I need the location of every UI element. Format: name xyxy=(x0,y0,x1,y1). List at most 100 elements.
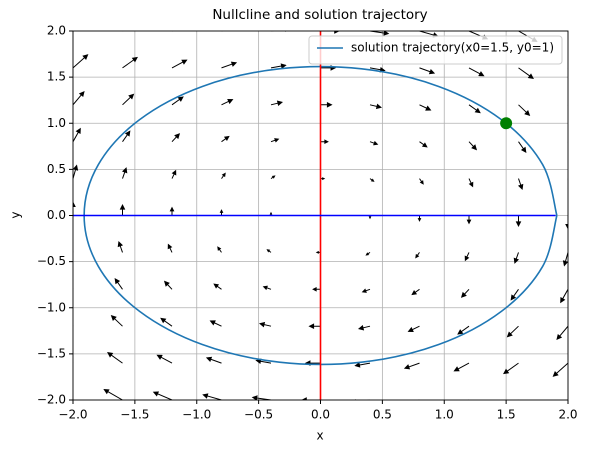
vector-arrow xyxy=(110,315,123,327)
y-tick-label: 0.0 xyxy=(47,208,66,222)
y-tick-label: −1.5 xyxy=(37,346,66,360)
vector-arrow xyxy=(518,141,527,154)
vector-arrow xyxy=(419,67,436,75)
y-tick-label: 1.5 xyxy=(47,70,66,84)
vector-arrow xyxy=(567,67,568,69)
vector-arrow xyxy=(117,240,123,253)
vector-arrow xyxy=(562,252,568,267)
vector-arrow xyxy=(219,209,224,216)
vector-arrow xyxy=(365,251,371,256)
vector-arrow xyxy=(119,203,126,216)
vector-arrow xyxy=(73,54,89,69)
vector-arrow xyxy=(466,215,472,225)
y-tick-label: −2.0 xyxy=(37,393,66,407)
vector-arrow xyxy=(457,325,470,335)
vector-arrow xyxy=(251,395,272,400)
vector-arrow xyxy=(308,323,321,330)
vector-arrow xyxy=(354,399,370,400)
y-tick-label: 2.0 xyxy=(47,24,66,38)
y-tick-label: 1.0 xyxy=(47,116,66,130)
vector-arrow xyxy=(403,362,420,370)
x-tick-label: 0.5 xyxy=(373,408,392,422)
x-tick-label: 1.5 xyxy=(497,408,516,422)
vector-arrow xyxy=(354,362,371,368)
vector-arrow xyxy=(73,201,76,216)
vector-arrow xyxy=(73,31,74,32)
vector-arrow xyxy=(122,130,131,142)
vector-arrow xyxy=(221,98,234,106)
x-tick-label: 2.0 xyxy=(558,408,577,422)
vector-arrow xyxy=(169,206,175,216)
vector-arrow xyxy=(73,90,85,106)
legend-label: solution trajectory(x0=1.5, y0=1) xyxy=(351,41,554,55)
vector-arrow xyxy=(221,31,224,32)
vector-arrow xyxy=(266,249,272,253)
vector-arrow xyxy=(205,356,222,364)
vector-arrow xyxy=(221,135,230,143)
vector-arrow xyxy=(160,317,173,327)
vector-arrow xyxy=(171,133,181,143)
vector-arrow xyxy=(417,399,420,400)
vector-arrow xyxy=(369,140,379,146)
point xyxy=(500,117,513,130)
vector-arrow xyxy=(518,67,534,79)
vector-arrow xyxy=(122,56,138,69)
vector-field xyxy=(73,31,568,400)
vector-arrow xyxy=(221,61,238,69)
vector-arrow xyxy=(213,283,222,290)
vector-arrow xyxy=(270,175,276,180)
vector-arrow xyxy=(156,354,173,364)
vector-arrow xyxy=(122,31,124,32)
vector-arrow xyxy=(567,178,568,189)
vector-arrow xyxy=(152,391,173,400)
vector-arrow xyxy=(468,141,478,151)
vector-arrow xyxy=(415,252,420,259)
vector-arrow xyxy=(419,178,424,185)
vector-arrow xyxy=(262,285,272,291)
vector-arrow xyxy=(209,320,222,327)
vector-arrow xyxy=(369,103,383,110)
vector-arrow xyxy=(468,67,485,77)
vector-arrow xyxy=(171,169,177,179)
vector-arrow xyxy=(163,280,173,290)
vector-arrow xyxy=(171,59,188,69)
x-axis-label: x xyxy=(316,429,323,443)
vector-arrow xyxy=(270,63,287,69)
vector-arrow xyxy=(468,104,481,114)
vector-arrow xyxy=(513,252,519,264)
vector-arrow xyxy=(217,246,222,253)
vector-arrow xyxy=(417,215,422,222)
vector-arrow xyxy=(122,93,135,106)
vector-arrow xyxy=(510,289,519,301)
vector-arrow xyxy=(73,164,79,179)
y-tick-label: 0.5 xyxy=(47,162,66,176)
vector-arrow xyxy=(560,289,568,304)
vector-arrow xyxy=(369,178,375,182)
vector-arrow xyxy=(460,288,470,298)
vector-arrow xyxy=(258,321,272,328)
y-tick-label: −1.0 xyxy=(37,300,66,314)
vector-arrow xyxy=(320,139,329,144)
vector-arrow xyxy=(167,243,173,253)
vector-arrow xyxy=(171,96,184,106)
vector-arrow xyxy=(552,362,568,377)
vector-arrow xyxy=(172,31,174,32)
vector-arrow xyxy=(312,287,321,292)
chart-title: Nullcline and solution trajectory xyxy=(212,7,427,23)
vector-arrow xyxy=(411,288,420,296)
vector-arrow xyxy=(107,352,123,364)
vector-arrow xyxy=(468,178,474,188)
vector-arrow xyxy=(407,325,420,333)
vector-arrow xyxy=(556,325,568,341)
vector-arrow xyxy=(361,288,371,293)
vector-arrow xyxy=(565,215,568,230)
vector-arrow xyxy=(202,393,222,400)
vector-arrow xyxy=(567,31,568,32)
vector-arrow xyxy=(320,101,333,108)
x-tick-label: −0.5 xyxy=(244,408,273,422)
legend-box xyxy=(308,35,563,65)
legend: solution trajectory(x0=1.5, y0=1) xyxy=(308,35,563,65)
y-axis-label: y xyxy=(9,211,23,218)
x-tick-label: −1.0 xyxy=(182,408,211,422)
vector-arrow xyxy=(518,178,524,191)
